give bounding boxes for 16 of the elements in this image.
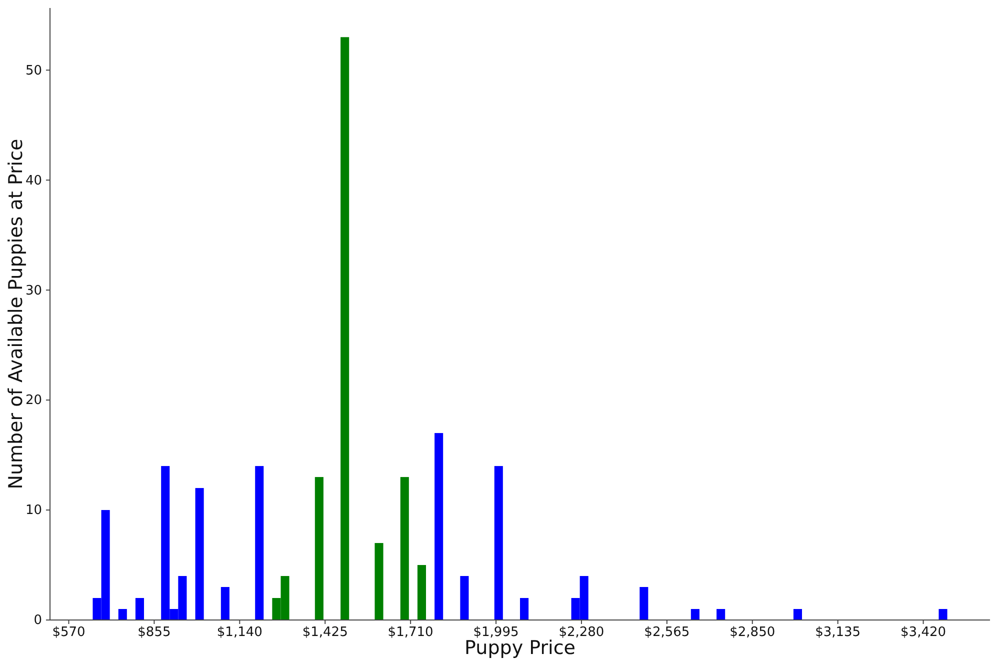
y-tick-label: 10 [25,503,42,518]
y-tick-label: 40 [25,173,42,188]
x-tick-label: $1,710 [388,625,434,640]
y-tick-label: 50 [25,63,42,78]
x-tick-label: $570 [52,625,86,640]
x-tick-label: $3,135 [815,625,861,640]
y-tick-label: 0 [34,613,42,628]
x-tick-label: $1,140 [216,625,262,640]
x-tick-label: $3,420 [900,625,946,640]
y-tick-label: 20 [25,393,42,408]
x-tick-label: $1,425 [302,625,348,640]
y-axis-title: Number of Available Puppies at Price [5,138,27,490]
x-tick-label: $2,565 [644,625,690,640]
x-tick-label: $2,850 [730,625,776,640]
y-tick-label: 30 [25,283,42,298]
x-tick-label: $855 [138,625,171,640]
